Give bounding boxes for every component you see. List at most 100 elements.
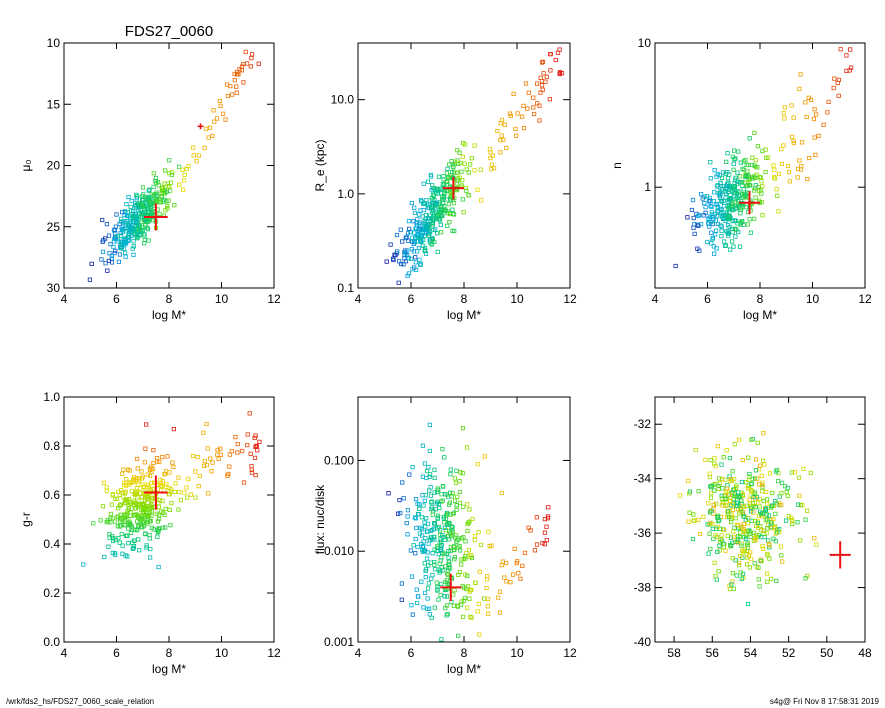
x-axis-label: log M* — [447, 662, 481, 676]
data-point — [748, 509, 754, 514]
data-point — [734, 539, 740, 544]
data-point — [766, 538, 771, 543]
data-point — [779, 502, 784, 508]
data-point — [124, 483, 129, 488]
data-point — [455, 604, 461, 609]
data-point — [447, 521, 452, 526]
data-point — [489, 162, 494, 167]
data-point — [435, 585, 440, 590]
data-point — [427, 606, 432, 611]
data-point — [544, 524, 549, 529]
data-point — [433, 216, 439, 221]
data-point — [237, 67, 242, 72]
data-point — [435, 544, 440, 549]
data-point — [444, 492, 449, 497]
data-point — [460, 426, 466, 431]
data-point — [420, 544, 425, 550]
data-point — [542, 517, 548, 522]
data-point — [760, 148, 765, 153]
data-point — [738, 570, 743, 575]
data-point — [147, 555, 153, 560]
data-point — [111, 536, 116, 541]
data-point — [738, 160, 744, 165]
y-tick-label: 0.100 — [324, 453, 354, 467]
data-point — [440, 483, 446, 489]
data-point — [119, 531, 124, 537]
data-point — [732, 148, 737, 153]
data-point — [415, 544, 420, 550]
data-point — [703, 204, 708, 210]
data-point — [715, 183, 720, 188]
data-point — [735, 500, 740, 505]
data-point — [109, 256, 114, 261]
data-point — [108, 241, 113, 247]
data-point — [700, 196, 705, 201]
data-point — [102, 554, 107, 560]
data-point — [160, 498, 165, 504]
data-point — [482, 454, 488, 459]
data-point — [181, 178, 187, 183]
data-point — [744, 173, 749, 179]
data-point — [469, 156, 474, 161]
data-point — [176, 507, 181, 512]
data-point — [437, 505, 442, 511]
data-point — [193, 495, 198, 500]
data-point — [764, 155, 769, 160]
data-point — [125, 533, 130, 539]
data-point — [91, 521, 96, 526]
data-point — [146, 238, 151, 243]
data-point — [454, 468, 459, 473]
data-point — [447, 219, 452, 225]
data-point — [466, 170, 471, 175]
data-point — [733, 175, 738, 180]
data-point — [429, 499, 434, 504]
data-point — [141, 204, 146, 210]
data-point — [122, 240, 127, 245]
data-point — [733, 516, 738, 521]
data-point — [118, 502, 123, 508]
data-point — [249, 56, 254, 61]
y-tick-label: 1.0 — [337, 187, 354, 201]
data-point — [430, 573, 435, 578]
data-point — [732, 218, 737, 223]
data-point — [739, 479, 745, 485]
data-point — [738, 207, 744, 212]
data-point — [425, 586, 431, 591]
data-point — [696, 489, 701, 494]
data-point — [436, 174, 442, 179]
data-point — [691, 518, 696, 523]
data-point — [448, 531, 453, 536]
data-point — [143, 200, 149, 206]
data-point — [439, 555, 444, 560]
data-point — [135, 203, 140, 208]
data-point — [127, 468, 132, 473]
data-point — [402, 256, 407, 261]
data-point — [466, 548, 472, 553]
scatter-points-re — [384, 47, 565, 285]
data-point — [423, 212, 429, 218]
data-point — [707, 510, 713, 515]
chart-title: FDS27_0060 — [125, 23, 213, 40]
y-axis-label: g-r — [19, 512, 33, 527]
data-point — [109, 253, 114, 259]
data-point — [727, 515, 732, 520]
data-point — [462, 161, 467, 166]
data-point — [173, 481, 178, 486]
data-point — [748, 230, 754, 235]
data-point — [714, 202, 720, 207]
data-point — [698, 531, 703, 537]
data-point — [719, 503, 724, 508]
data-point — [141, 482, 146, 487]
data-point — [723, 503, 728, 508]
data-point — [151, 447, 156, 453]
data-point — [713, 218, 718, 223]
data-point — [180, 187, 186, 192]
data-point — [191, 153, 196, 158]
data-point — [98, 518, 103, 523]
data-point — [432, 467, 437, 472]
data-point — [751, 494, 756, 500]
data-point — [760, 489, 765, 494]
data-point — [120, 209, 125, 215]
data-point — [207, 125, 213, 130]
data-point — [100, 249, 106, 254]
